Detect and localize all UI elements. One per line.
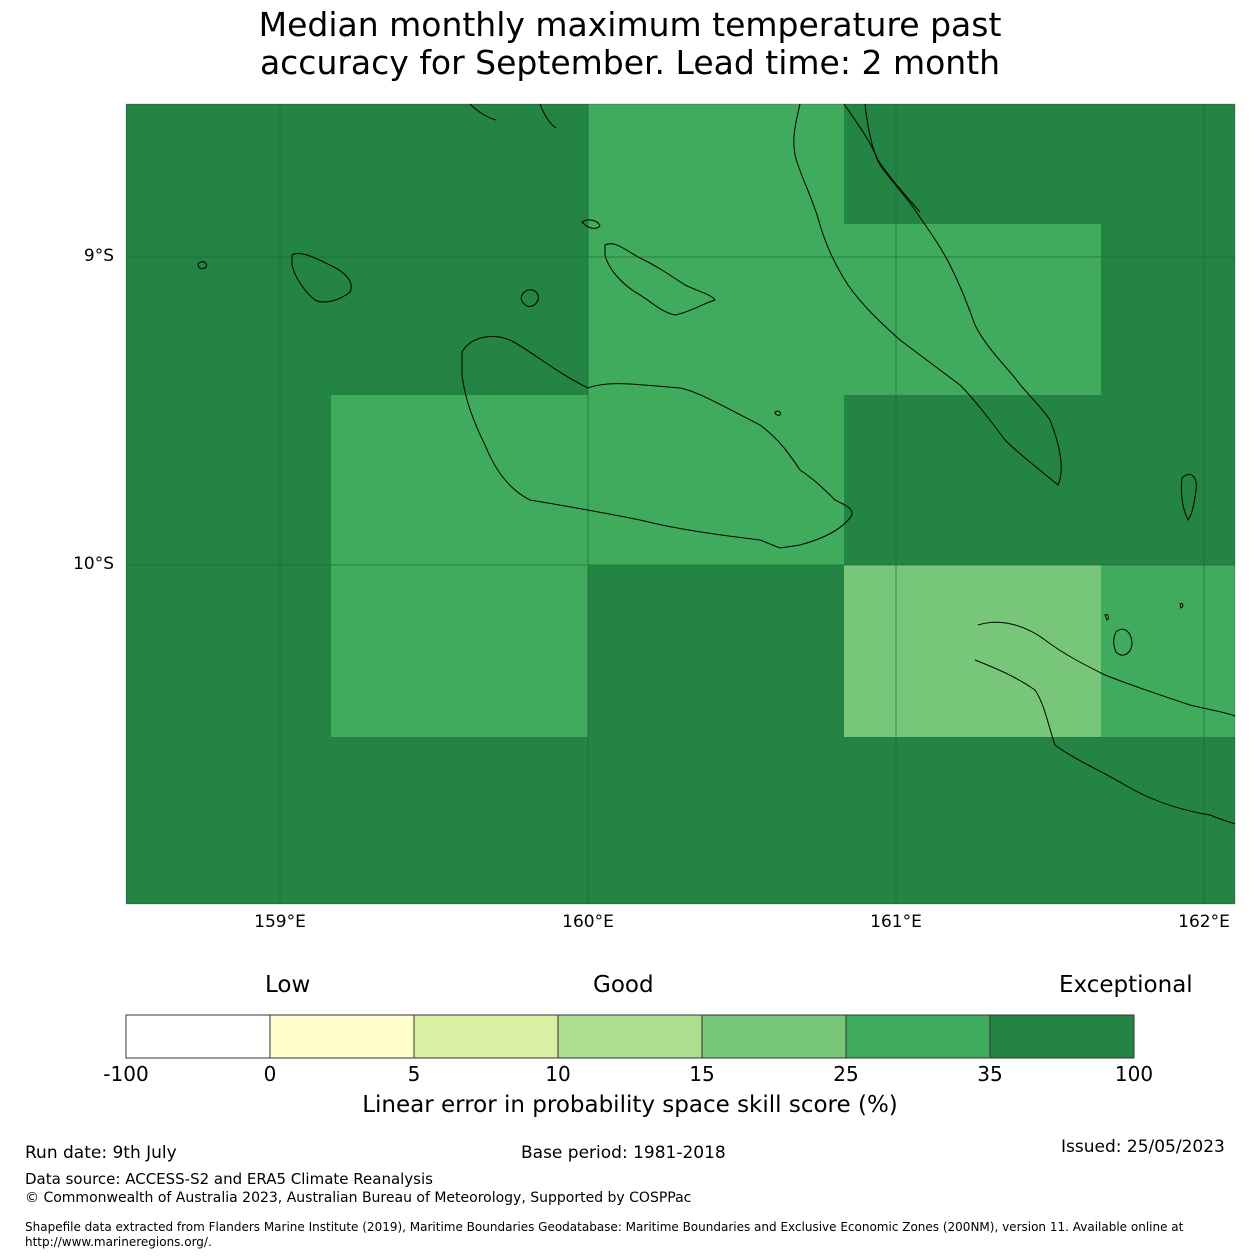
coastline-makira bbox=[974, 621, 1236, 825]
coastline-isabel bbox=[469, 103, 557, 129]
coastline-guadalcanal bbox=[461, 336, 853, 549]
colorbar-tick: -100 bbox=[103, 1062, 149, 1086]
title-line-1: Median monthly maximum temperature past bbox=[258, 5, 1002, 44]
colorbar bbox=[125, 1014, 1135, 1059]
map-title: Median monthly maximum temperature past … bbox=[0, 6, 1260, 82]
grid-cell bbox=[844, 565, 1101, 737]
colorbar-segment bbox=[413, 1014, 559, 1059]
colorbar-segment bbox=[845, 1014, 991, 1059]
coastline-savo bbox=[520, 289, 539, 307]
coastline-malaita-north bbox=[843, 103, 921, 213]
graticule bbox=[126, 104, 1235, 904]
colorbar-segment bbox=[269, 1014, 415, 1059]
colorbar-tick: 35 bbox=[977, 1062, 1003, 1086]
colorbar-segment bbox=[701, 1014, 847, 1059]
data-source: Data source: ACCESS-S2 and ERA5 Climate … bbox=[25, 1170, 433, 1188]
lon-label-159e: 159°E bbox=[254, 912, 306, 932]
lat-label-10s: 10°S bbox=[73, 554, 114, 574]
grid-cell bbox=[588, 104, 844, 395]
colorbar-tick: 25 bbox=[833, 1062, 859, 1086]
colorbar-tick: 5 bbox=[407, 1062, 421, 1086]
copyright: © Commonwealth of Australia 2023, Austra… bbox=[25, 1190, 692, 1206]
grid-cell bbox=[1101, 565, 1235, 737]
coastline-small-islets bbox=[197, 219, 1184, 621]
map-frame bbox=[125, 103, 1236, 905]
grid-cell bbox=[331, 565, 588, 737]
base-period: Base period: 1981-2018 bbox=[521, 1143, 726, 1163]
title-line-2: accuracy for September. Lead time: 2 mon… bbox=[259, 43, 1001, 82]
coastline-ugi bbox=[1113, 628, 1133, 656]
lat-label-9s: 9°S bbox=[83, 246, 114, 266]
category-exceptional: Exceptional bbox=[1059, 972, 1193, 998]
colorbar-segment bbox=[125, 1014, 271, 1059]
category-good: Good bbox=[593, 972, 654, 998]
coastline-ulawa bbox=[1180, 474, 1197, 521]
colorbar-segment bbox=[557, 1014, 703, 1059]
category-low: Low bbox=[265, 972, 311, 998]
colorbar-tick: 0 bbox=[263, 1062, 277, 1086]
coastlines bbox=[197, 103, 1236, 825]
colorbar-label: Linear error in probability space skill … bbox=[362, 1092, 898, 1118]
skill-grid bbox=[126, 104, 1235, 904]
colorbar-tick: 100 bbox=[1114, 1062, 1154, 1086]
coastline-malaita bbox=[793, 103, 1062, 486]
issued-date: Issued: 25/05/2023 bbox=[1061, 1137, 1225, 1157]
coastline-russell-islands bbox=[291, 252, 352, 303]
lon-label-162e: 162°E bbox=[1178, 912, 1230, 932]
colorbar-tick: 15 bbox=[689, 1062, 715, 1086]
lon-label-160e: 160°E bbox=[562, 912, 614, 932]
lon-label-161e: 161°E bbox=[870, 912, 922, 932]
grid-cell bbox=[844, 224, 1101, 395]
colorbar-tick: 10 bbox=[545, 1062, 571, 1086]
colorbar-segment bbox=[989, 1014, 1135, 1059]
shapefile-credit: Shapefile data extracted from Flanders M… bbox=[25, 1220, 1184, 1249]
coastline-florida-islands bbox=[604, 243, 716, 316]
run-date: Run date: 9th July bbox=[25, 1143, 177, 1163]
